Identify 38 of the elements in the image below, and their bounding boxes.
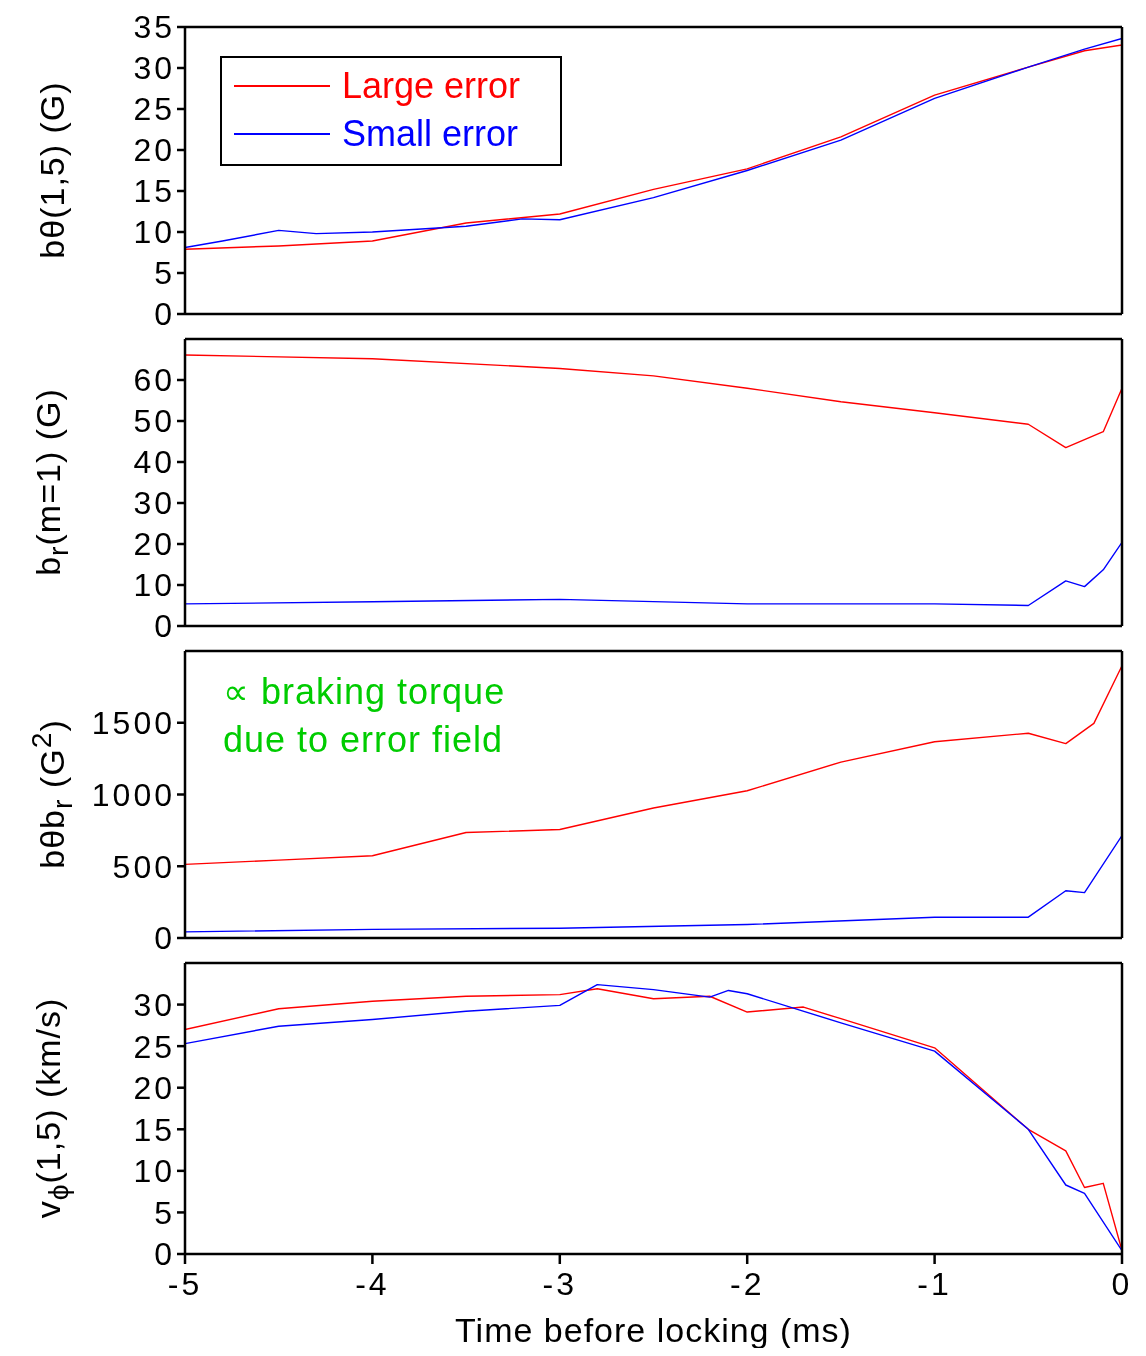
y-tick-label: 20 (133, 1070, 175, 1107)
y-tick-label: 30 (133, 50, 175, 87)
y-tick-label: 5 (154, 1194, 175, 1231)
legend-label: Large error (342, 65, 521, 107)
y-tick-label: 5 (154, 255, 175, 292)
y-tick-label: 60 (133, 362, 175, 399)
y-tick-label: 10 (133, 214, 175, 251)
x-tick-label: -3 (542, 1265, 578, 1302)
y-tick-label: 20 (133, 132, 175, 169)
y-tick-label: 25 (133, 1028, 175, 1065)
y-tick-label: 1500 (91, 705, 175, 742)
y-tick-label: 30 (133, 986, 175, 1023)
y-tick-label: 50 (133, 403, 175, 440)
x-tick-label: -1 (917, 1265, 952, 1302)
y-tick-label: 0 (154, 608, 175, 645)
legend-label: Small error (342, 113, 519, 155)
y-tick-label: 15 (133, 1111, 175, 1148)
y-tick-label: 10 (133, 567, 175, 604)
x-tick-label: -4 (355, 1265, 390, 1302)
line-series (185, 665, 1122, 866)
y-tick-label: 30 (133, 485, 175, 522)
y-tick-label: 0 (154, 296, 175, 333)
y-tick-label: 40 (133, 444, 175, 481)
line-series (185, 541, 1122, 607)
y-tick-label: 20 (133, 526, 175, 563)
annotation: ∝ braking torque due to error field (223, 670, 507, 762)
y-tick-label: 15 (133, 173, 175, 210)
y-tick-label: 25 (133, 91, 175, 128)
y-tick-label: 0 (154, 920, 175, 957)
y-tick-label: 500 (112, 848, 175, 885)
x-tick-label: 0 (1111, 1265, 1133, 1302)
line-series (185, 354, 1122, 449)
y-tick-label: 35 (133, 9, 175, 46)
y-tick-label: 10 (133, 1153, 175, 1190)
y-tick-label: 1000 (91, 776, 175, 813)
x-tick-label: -2 (729, 1265, 765, 1302)
y-axis-title: bθ(1,5) (G) (32, 81, 72, 259)
line-series (185, 834, 1122, 933)
